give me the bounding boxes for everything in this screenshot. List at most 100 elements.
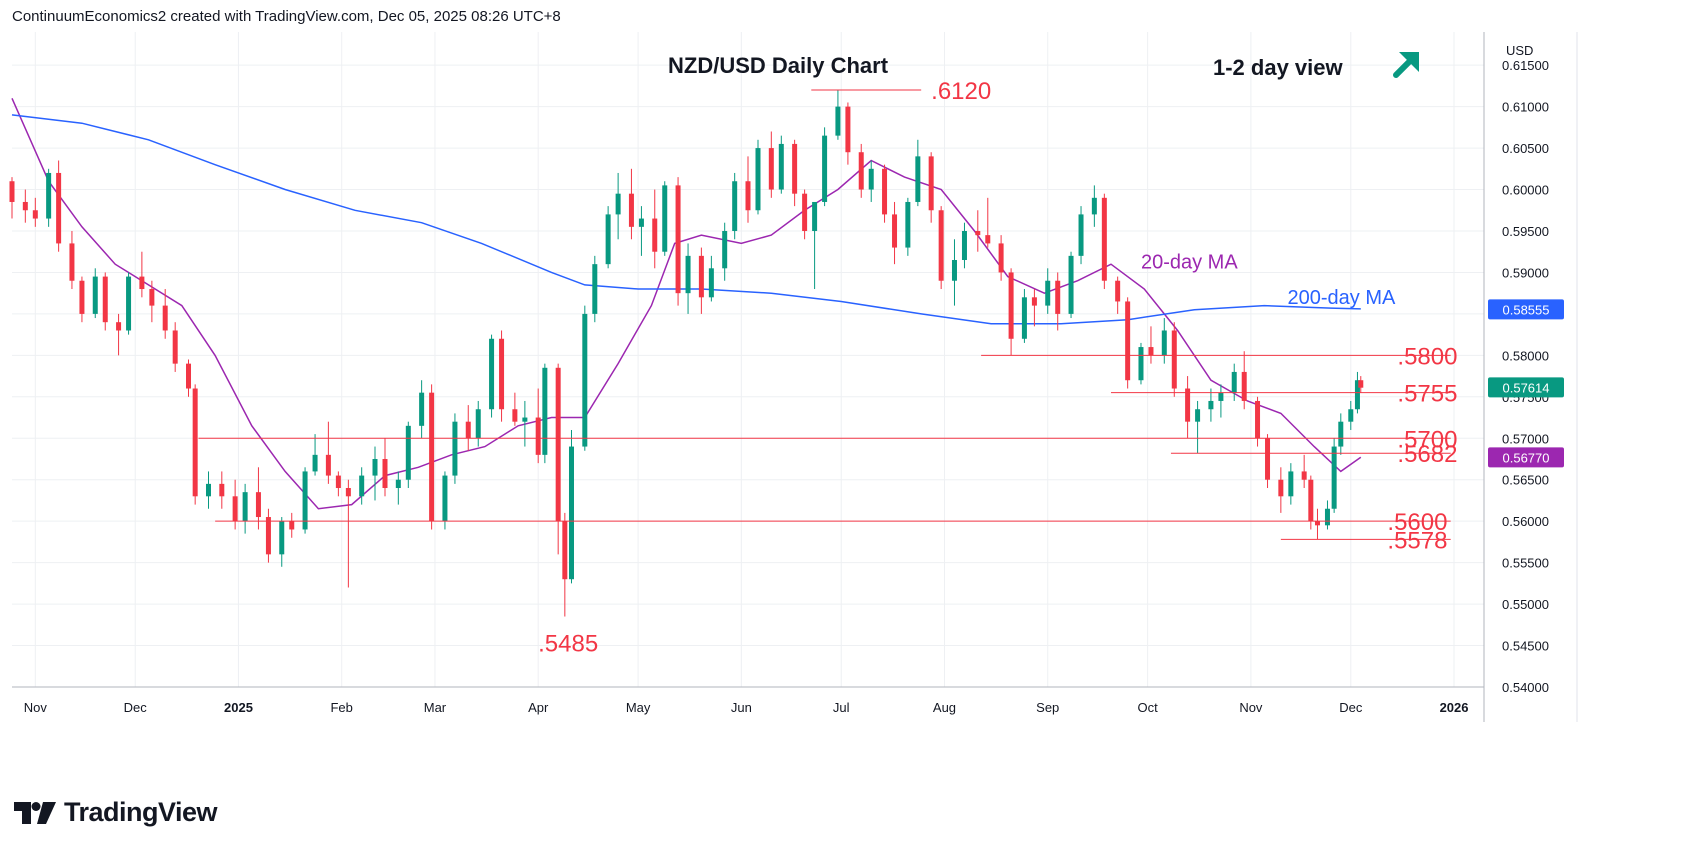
low-label: .5485 [538, 631, 598, 658]
candle-body [1045, 280, 1051, 306]
candle-body [242, 492, 248, 522]
candle-body [489, 338, 495, 410]
candle [938, 206, 944, 290]
candle [9, 177, 15, 219]
arrow-head [1399, 52, 1419, 72]
x-tick-label: Feb [330, 700, 352, 715]
x-tick-label: May [626, 700, 651, 715]
x-tick-label: Nov [1239, 700, 1263, 715]
x-tick-label: Apr [528, 700, 549, 715]
candle [1091, 185, 1097, 227]
candle [205, 471, 211, 509]
candle [1185, 376, 1191, 439]
candle [232, 479, 238, 530]
candle-body [1115, 280, 1121, 302]
candle-body [395, 479, 401, 489]
candle-body [882, 168, 888, 215]
candle [242, 483, 248, 534]
price-badge-label: 0.58555 [1503, 302, 1550, 317]
candle-body [1068, 255, 1074, 314]
candle-body [126, 276, 132, 331]
candle-body [1125, 301, 1131, 381]
candle [768, 131, 774, 198]
candle [835, 90, 841, 140]
candle-body [232, 496, 238, 522]
x-tick-label: 2025 [224, 700, 253, 715]
x-tick-label: Sep [1036, 700, 1059, 715]
candle-body [312, 454, 318, 472]
candle-body [372, 458, 378, 476]
candle-body [265, 517, 271, 555]
candle [1125, 297, 1131, 389]
candle-body [1008, 272, 1014, 339]
candle [312, 434, 318, 476]
y-tick-label: 0.59500 [1502, 224, 1549, 239]
candle [429, 384, 435, 530]
y-tick-label: 0.59000 [1502, 265, 1549, 280]
candle [162, 289, 168, 339]
candle [512, 392, 518, 426]
candle-body [792, 143, 798, 194]
view-label: 1-2 day view [1213, 55, 1344, 80]
y-tick-label: 0.56000 [1502, 514, 1549, 529]
y-tick-label: 0.60000 [1502, 183, 1549, 198]
chart-grid [12, 32, 1484, 688]
candle-body [219, 483, 225, 497]
candle-body [1288, 471, 1294, 497]
candle-body [359, 475, 365, 497]
candle [628, 168, 634, 240]
candle-body [845, 106, 851, 153]
candle-body [1255, 400, 1261, 439]
price-badge: 0.58555 [1488, 299, 1564, 320]
chart-container[interactable]: 20-day MA 200-day MA .6120 .5800 .5755 .5700… [0, 32, 1687, 792]
candle-body [708, 268, 714, 298]
candle [1231, 363, 1237, 401]
candle-body [325, 454, 331, 476]
candle-body [442, 475, 448, 522]
candle [1265, 434, 1271, 489]
candle-body [32, 210, 38, 219]
tradingview-logo-icon [14, 801, 56, 824]
candle [1208, 388, 1214, 422]
candle-body [92, 276, 98, 314]
candle [562, 512, 568, 617]
candle [915, 139, 921, 207]
price-badge-label: 0.57614 [1503, 380, 1550, 395]
candle-body [22, 201, 28, 211]
level-label: .5600 [1387, 509, 1447, 536]
candle [279, 517, 285, 567]
footer-logo[interactable]: TradingView [14, 797, 218, 828]
candle [1115, 276, 1121, 314]
level-label: .5578 [1387, 527, 1447, 554]
candle [568, 429, 574, 584]
candle-body [1208, 400, 1214, 410]
candle-body [685, 255, 691, 294]
candle-body [116, 322, 122, 331]
candle-body [192, 388, 198, 497]
candle-body [1161, 330, 1167, 356]
candle [892, 201, 898, 265]
candle-body [522, 417, 528, 422]
candle-body [542, 367, 548, 455]
chart-attribution: ContinuumEconomics2 created with Trading… [12, 8, 561, 25]
candle-body [512, 409, 518, 422]
candle-body [1171, 330, 1177, 389]
candle-body [812, 201, 818, 231]
candle [1241, 351, 1247, 410]
candle-body [46, 172, 52, 219]
candlestick-series [9, 90, 1364, 617]
candle [868, 160, 874, 202]
price-chart[interactable]: 20-day MA 200-day MA .6120 .5800 .5755 .5700… [0, 32, 1687, 792]
candle-body [1314, 521, 1320, 526]
candle [652, 189, 658, 269]
candle-body [1078, 214, 1084, 256]
candle-body [975, 230, 981, 236]
candle [335, 471, 341, 497]
candle-body [1338, 421, 1344, 447]
series-label: 20-day MA [1141, 251, 1238, 273]
candle-body [255, 492, 261, 518]
candle [192, 384, 198, 505]
candle [56, 160, 62, 252]
candle [172, 322, 178, 372]
candle [186, 359, 192, 397]
